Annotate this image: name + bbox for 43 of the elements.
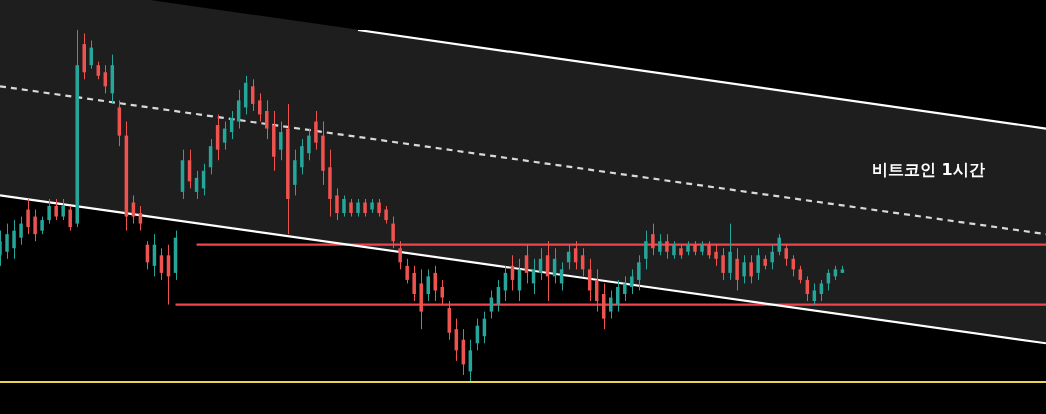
candlestick <box>307 128 311 161</box>
candlestick <box>777 233 781 256</box>
candlestick <box>19 216 23 246</box>
candlestick <box>623 275 627 302</box>
candlestick <box>335 187 339 221</box>
candlestick <box>665 233 669 260</box>
candlestick <box>47 198 51 225</box>
candlestick <box>658 233 662 256</box>
candlestick <box>5 223 9 260</box>
candlestick <box>735 247 739 291</box>
candlestick <box>279 121 283 161</box>
candlestick <box>644 230 648 270</box>
candlestick <box>433 265 437 302</box>
candlestick <box>728 223 732 281</box>
candlestick <box>300 138 304 175</box>
candlestick <box>721 247 725 281</box>
candlestick <box>714 244 718 267</box>
candlestick <box>412 265 416 302</box>
candlestick <box>131 194 136 225</box>
candlestick <box>12 219 16 260</box>
candlestick <box>405 258 409 284</box>
candlestick <box>265 99 269 140</box>
candlestick <box>630 268 634 295</box>
candlestick <box>651 223 655 256</box>
candlestick <box>749 254 753 284</box>
candlestick <box>770 244 774 270</box>
candlestick <box>342 194 346 218</box>
candlestick <box>426 268 430 302</box>
candlestick <box>609 289 613 320</box>
candlestick <box>398 240 402 270</box>
candlestick <box>61 198 65 221</box>
candlestick <box>637 254 641 291</box>
candlestick <box>756 247 760 281</box>
candlestick <box>257 92 262 123</box>
candlestick <box>33 209 37 242</box>
candlestick <box>68 205 72 232</box>
candlestick <box>314 110 318 151</box>
candlestick <box>742 254 746 284</box>
text: 비트코인 1시간 <box>872 160 985 181</box>
candlestick <box>54 198 58 221</box>
candlestick <box>391 216 395 249</box>
candlestick <box>616 279 620 313</box>
candlestick <box>26 198 30 235</box>
